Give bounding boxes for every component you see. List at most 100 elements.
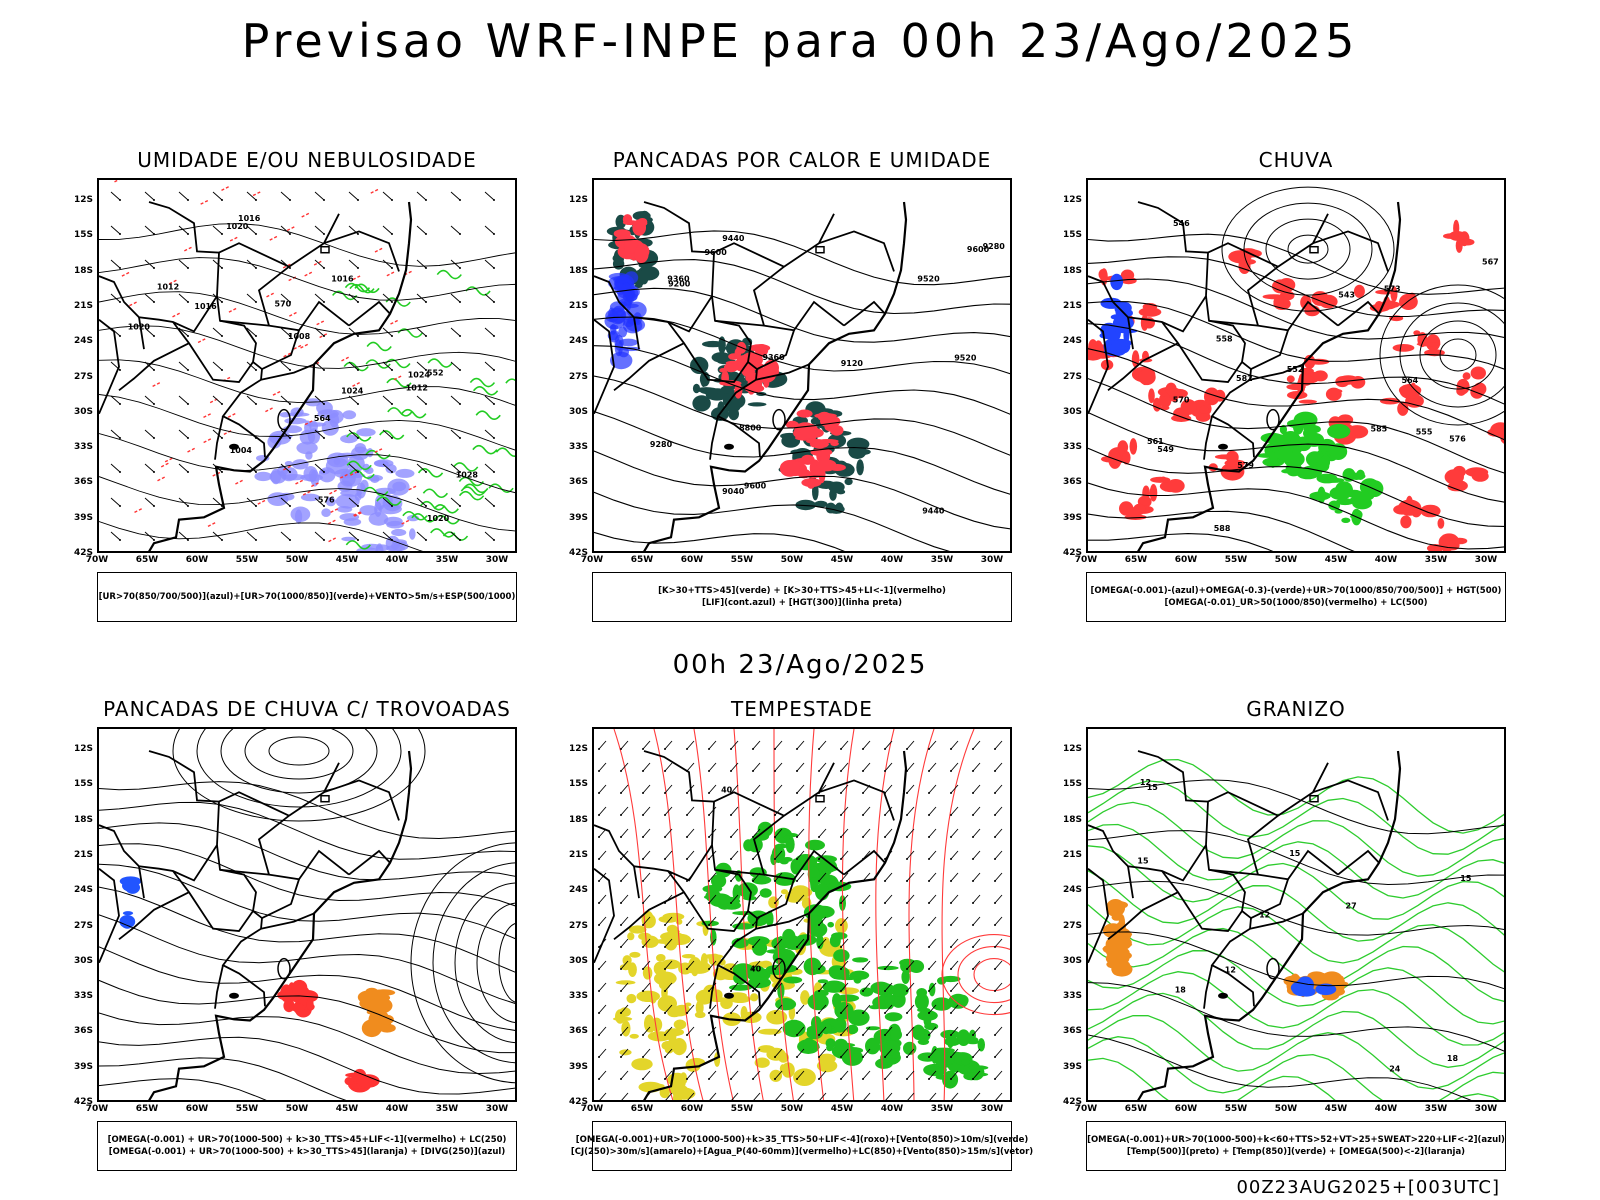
panel-title: PANCADAS DE CHUVA C/ TROVOADAS — [103, 697, 511, 721]
contour-label: 576 — [318, 495, 335, 504]
contour-label: 1016 — [331, 275, 354, 284]
longitude-tick-label: 55W — [730, 1104, 754, 1114]
contour-label: 9280 — [983, 242, 1006, 251]
contour-label: 12 — [1140, 778, 1151, 787]
longitude-tick-label: 55W — [1224, 555, 1248, 565]
latitude-tick-label: 39S — [73, 512, 93, 523]
longitude-tick-label: 50W — [1274, 1104, 1298, 1114]
legend-line: [OMEGA(-0.01)_UR>50(1000/850)(vermelho) … — [1164, 598, 1428, 608]
latitude-tick-label: 18S — [73, 814, 93, 825]
contour-label: 9600 — [705, 248, 728, 257]
longitude-tick-label: 50W — [1274, 555, 1298, 565]
latitude-tick-label: 39S — [73, 1061, 93, 1072]
contour-label: 564 — [314, 414, 331, 423]
latitude-tick-label: 15S — [568, 230, 588, 241]
longitude-tick-label: 35W — [435, 1104, 459, 1114]
latitude-tick-label: 12S — [568, 744, 588, 754]
longitude-tick-label: 45W — [335, 1104, 359, 1114]
longitude-tick-label: 30W — [1474, 1104, 1498, 1114]
latitude-tick-label: 33S — [568, 991, 588, 1002]
contour-label: 570 — [275, 300, 292, 309]
panel-title: UMIDADE E/OU NEBULOSIDADE — [137, 148, 477, 172]
panel-title: TEMPESTADE — [731, 697, 873, 721]
contour-label: 9120 — [841, 359, 864, 368]
longitude-tick-label: 40W — [880, 555, 904, 565]
legend-line: [CJ(250)>30m/s](amarelo)+[Agua_P(40-60mm… — [570, 1147, 1034, 1157]
longitude-tick-label: 40W — [880, 1104, 904, 1114]
contour-label: 573 — [1384, 285, 1401, 294]
latitude-tick-label: 24S — [568, 336, 588, 347]
contour-label: 9600 — [967, 245, 990, 254]
contour-label: 9440 — [722, 234, 745, 243]
longitude-tick-label: 70W — [580, 555, 604, 565]
contour-label: 9360 — [762, 353, 785, 362]
legend-line: [OMEGA(-0.001)+UR>70(1000-500)+k>35_TTS>… — [575, 1135, 1029, 1145]
latitude-tick-label: 27S — [568, 920, 588, 931]
contour-label: 1024 — [408, 370, 431, 379]
contour-label: 567 — [1482, 258, 1499, 267]
latitude-tick-label: 21S — [1062, 849, 1082, 860]
panel-legend: [OMEGA(-0.001)-(azul)+OMEGA(-0.3)-(verde… — [1086, 572, 1506, 622]
latitude-tick-label: 12S — [1062, 744, 1082, 754]
contour-label: 9520 — [954, 354, 977, 363]
longitude-tick-label: 35W — [1424, 1104, 1448, 1114]
contour-label: 549 — [1157, 445, 1174, 454]
contour-label: 1012 — [157, 283, 179, 292]
longitude-tick-label: 30W — [980, 555, 1004, 565]
contour-label: 570 — [1173, 396, 1190, 405]
latitude-tick-label: 12S — [568, 195, 588, 205]
latitude-tick-label: 15S — [73, 779, 93, 790]
legend-line: [OMEGA(-0.001)+UR>70(1000-500)+k<60+TTS>… — [1087, 1135, 1505, 1145]
latitude-tick-label: 21S — [73, 849, 93, 860]
panel-title: GRANIZO — [1246, 697, 1346, 721]
latitude-tick-label: 24S — [1062, 885, 1082, 896]
contour-label: 579 — [1237, 461, 1254, 470]
latitude-tick-label: 42S — [1062, 548, 1082, 558]
mid-forecast-time: 00h 23/Ago/2025 — [672, 650, 928, 680]
contour-label: 12 — [1225, 966, 1236, 975]
longitude-tick-label: 60W — [1174, 555, 1198, 565]
longitude-tick-label: 40W — [1374, 1104, 1398, 1114]
latitude-tick-label: 24S — [1062, 336, 1082, 347]
legend-line: [OMEGA(-0.001) + UR>70(1000-500) + k>30_… — [107, 1135, 507, 1145]
latitude-tick-label: 27S — [73, 371, 93, 382]
latitude-tick-label: 33S — [73, 991, 93, 1002]
latitude-tick-label: 36S — [568, 477, 588, 488]
latitude-tick-label: 33S — [73, 442, 93, 453]
contour-label: 1016 — [238, 214, 261, 223]
contour-label: 9440 — [922, 507, 945, 516]
contour-label: 1020 — [226, 222, 249, 231]
latitude-tick-label: 30S — [1062, 955, 1082, 966]
longitude-tick-label: 40W — [385, 555, 409, 565]
longitude-tick-label: 35W — [930, 555, 954, 565]
longitude-tick-label: 40W — [1374, 555, 1398, 565]
legend-line: [OMEGA(-0.001) + UR>70(1000-500) + k>30_… — [108, 1147, 506, 1157]
latitude-tick-label: 42S — [568, 1097, 588, 1107]
contour-label: 1028 — [456, 471, 479, 480]
contour-label: 1016 — [194, 302, 217, 311]
longitude-tick-label: 30W — [485, 555, 509, 565]
contour-label: 15 — [1137, 856, 1149, 865]
longitude-tick-label: 60W — [680, 555, 704, 565]
latitude-tick-label: 39S — [1062, 512, 1082, 523]
contour-label: 9600 — [744, 482, 767, 491]
contour-label: 9520 — [917, 274, 940, 283]
contour-label: 576 — [1449, 434, 1466, 443]
longitude-tick-label: 35W — [1424, 555, 1448, 565]
weather-map: 1016101210081020100410161020102410281012… — [99, 180, 515, 551]
latitude-tick-label: 30S — [73, 955, 93, 966]
latitude-tick-label: 24S — [568, 885, 588, 896]
latitude-tick-label: 24S — [73, 885, 93, 896]
contour-label: 8800 — [739, 423, 762, 432]
latitude-tick-label: 18S — [73, 265, 93, 276]
latitude-tick-label: 42S — [73, 1097, 93, 1107]
longitude-tick-label: 50W — [285, 555, 309, 565]
longitude-tick-label: 65W — [630, 555, 654, 565]
map-frame: 40 40 — [592, 727, 1012, 1102]
latitude-tick-label: 12S — [73, 744, 93, 754]
contour-label: 18 — [1447, 1054, 1459, 1063]
legend-line: [OMEGA(-0.001)-(azul)+OMEGA(-0.3)-(verde… — [1090, 586, 1502, 596]
longitude-tick-label: 65W — [135, 555, 159, 565]
contour-label: 588 — [1214, 524, 1231, 533]
latitude-tick-label: 42S — [73, 548, 93, 558]
